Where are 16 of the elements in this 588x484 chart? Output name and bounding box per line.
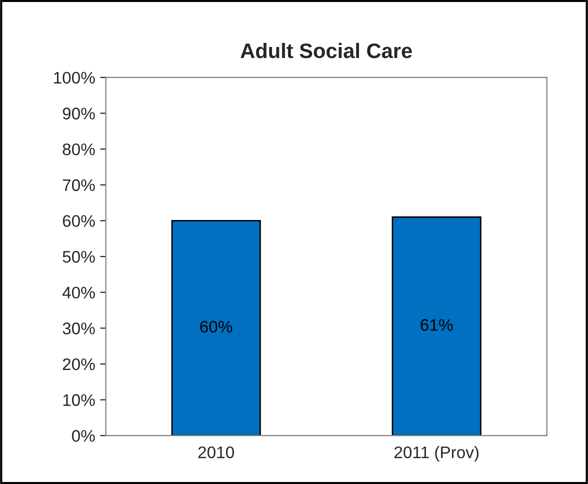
y-tick-label: 10%	[63, 394, 95, 406]
y-tick-label: 30%	[62, 322, 95, 334]
x-tick-label: 2011 (Prov)	[394, 446, 478, 462]
y-tick-label: 20%	[62, 358, 95, 370]
x-tick-label: 2010	[198, 446, 234, 458]
y-tick-label: 40%	[62, 286, 95, 299]
data-label: 60%	[200, 320, 232, 333]
y-tick-label: 0%	[72, 430, 95, 442]
y-tick-label: 50%	[62, 250, 95, 263]
y-tick-label: 90%	[62, 108, 95, 120]
y-tick-label: 80%	[62, 143, 95, 156]
y-tick-label: 70%	[62, 179, 95, 192]
y-tick-label: 100%	[54, 72, 95, 84]
y-tick-label: 60%	[62, 215, 95, 227]
data-label: 61%	[420, 319, 453, 331]
chart-title: Adult Social Care	[240, 42, 412, 58]
